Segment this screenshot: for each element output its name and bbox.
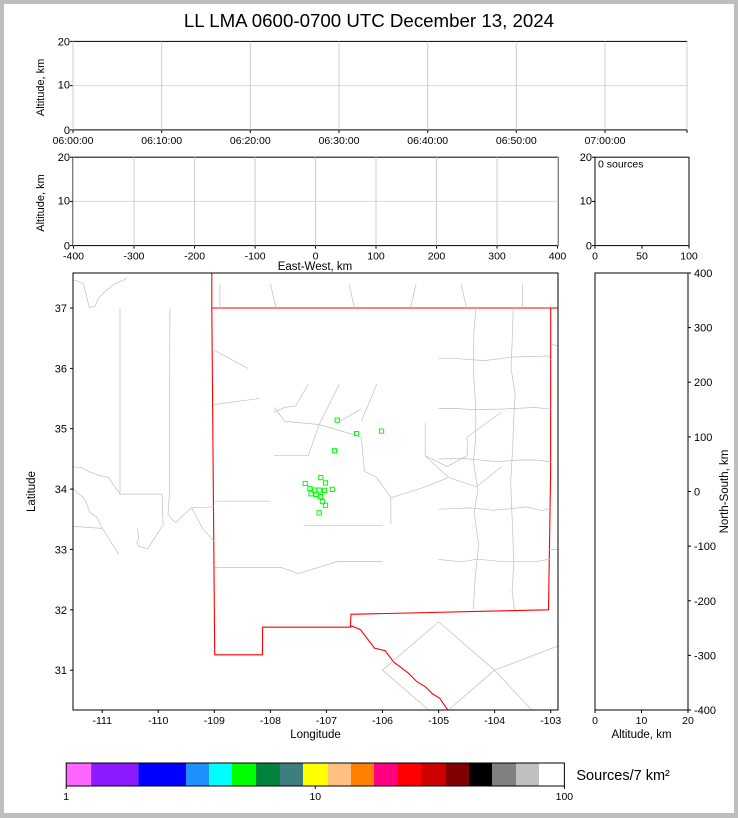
- svg-text:-106: -106: [372, 715, 393, 727]
- svg-text:-400: -400: [63, 251, 84, 263]
- svg-text:400: 400: [549, 251, 567, 263]
- svg-text:20: 20: [580, 152, 592, 164]
- svg-text:32: 32: [55, 605, 67, 617]
- svg-text:36: 36: [55, 363, 67, 375]
- svg-text:34: 34: [55, 484, 67, 496]
- svg-text:-400: -400: [694, 705, 716, 717]
- svg-text:0: 0: [592, 715, 598, 727]
- svg-text:-100: -100: [245, 251, 266, 263]
- svg-text:0: 0: [694, 487, 700, 499]
- svg-text:07:00:00: 07:00:00: [585, 135, 626, 147]
- svg-text:06:10:00: 06:10:00: [141, 135, 182, 147]
- svg-text:100: 100: [556, 791, 574, 803]
- svg-text:-108: -108: [260, 715, 281, 727]
- svg-text:100: 100: [694, 432, 712, 444]
- svg-text:100: 100: [367, 251, 385, 263]
- svg-text:-109: -109: [204, 715, 225, 727]
- svg-text:06:30:00: 06:30:00: [319, 135, 360, 147]
- svg-text:20: 20: [58, 36, 70, 48]
- svg-text:1: 1: [63, 791, 69, 803]
- svg-text:Altitude, km: Altitude, km: [35, 174, 47, 231]
- svg-text:06:50:00: 06:50:00: [496, 135, 537, 147]
- svg-text:300: 300: [488, 251, 506, 263]
- svg-text:50: 50: [636, 251, 648, 263]
- svg-text:0 sources: 0 sources: [598, 159, 644, 171]
- svg-text:East-West, km: East-West, km: [278, 261, 353, 273]
- svg-text:20: 20: [58, 152, 70, 164]
- svg-text:300: 300: [694, 323, 712, 335]
- svg-text:200: 200: [428, 251, 446, 263]
- svg-text:0: 0: [586, 241, 592, 253]
- svg-text:35: 35: [55, 424, 67, 436]
- svg-text:North-South, km: North-South, km: [719, 450, 731, 534]
- svg-text:Altitude, km: Altitude, km: [611, 729, 671, 741]
- svg-text:-107: -107: [316, 715, 337, 727]
- svg-text:LL LMA 0600-0700 UTC December: LL LMA 0600-0700 UTC December 13, 2024: [184, 10, 554, 31]
- svg-text:-200: -200: [184, 251, 205, 263]
- svg-text:-100: -100: [694, 541, 716, 553]
- svg-text:400: 400: [694, 268, 712, 280]
- svg-text:37: 37: [55, 303, 67, 315]
- svg-text:Latitude: Latitude: [26, 471, 38, 512]
- svg-text:100: 100: [680, 251, 698, 263]
- svg-text:-105: -105: [428, 715, 449, 727]
- svg-text:31: 31: [55, 665, 67, 677]
- svg-text:Sources/7 km²: Sources/7 km²: [576, 768, 670, 784]
- svg-text:06:20:00: 06:20:00: [230, 135, 271, 147]
- svg-text:-111: -111: [92, 715, 112, 727]
- svg-text:-300: -300: [694, 650, 716, 662]
- svg-text:10: 10: [309, 791, 321, 803]
- svg-text:06:40:00: 06:40:00: [407, 135, 448, 147]
- svg-text:-300: -300: [123, 251, 144, 263]
- svg-text:33: 33: [55, 544, 67, 556]
- svg-text:-104: -104: [484, 715, 505, 727]
- svg-text:20: 20: [682, 715, 694, 727]
- svg-text:10: 10: [58, 195, 70, 207]
- svg-text:06:00:00: 06:00:00: [53, 135, 94, 147]
- svg-text:Altitude, km: Altitude, km: [35, 59, 47, 116]
- svg-text:200: 200: [694, 377, 712, 389]
- svg-text:Longitude: Longitude: [290, 729, 341, 741]
- svg-text:-200: -200: [694, 596, 716, 608]
- svg-text:10: 10: [636, 715, 648, 727]
- svg-text:10: 10: [58, 80, 70, 92]
- svg-text:-103: -103: [540, 715, 561, 727]
- svg-text:-110: -110: [148, 715, 168, 727]
- svg-text:10: 10: [580, 195, 592, 207]
- svg-text:0: 0: [592, 251, 598, 263]
